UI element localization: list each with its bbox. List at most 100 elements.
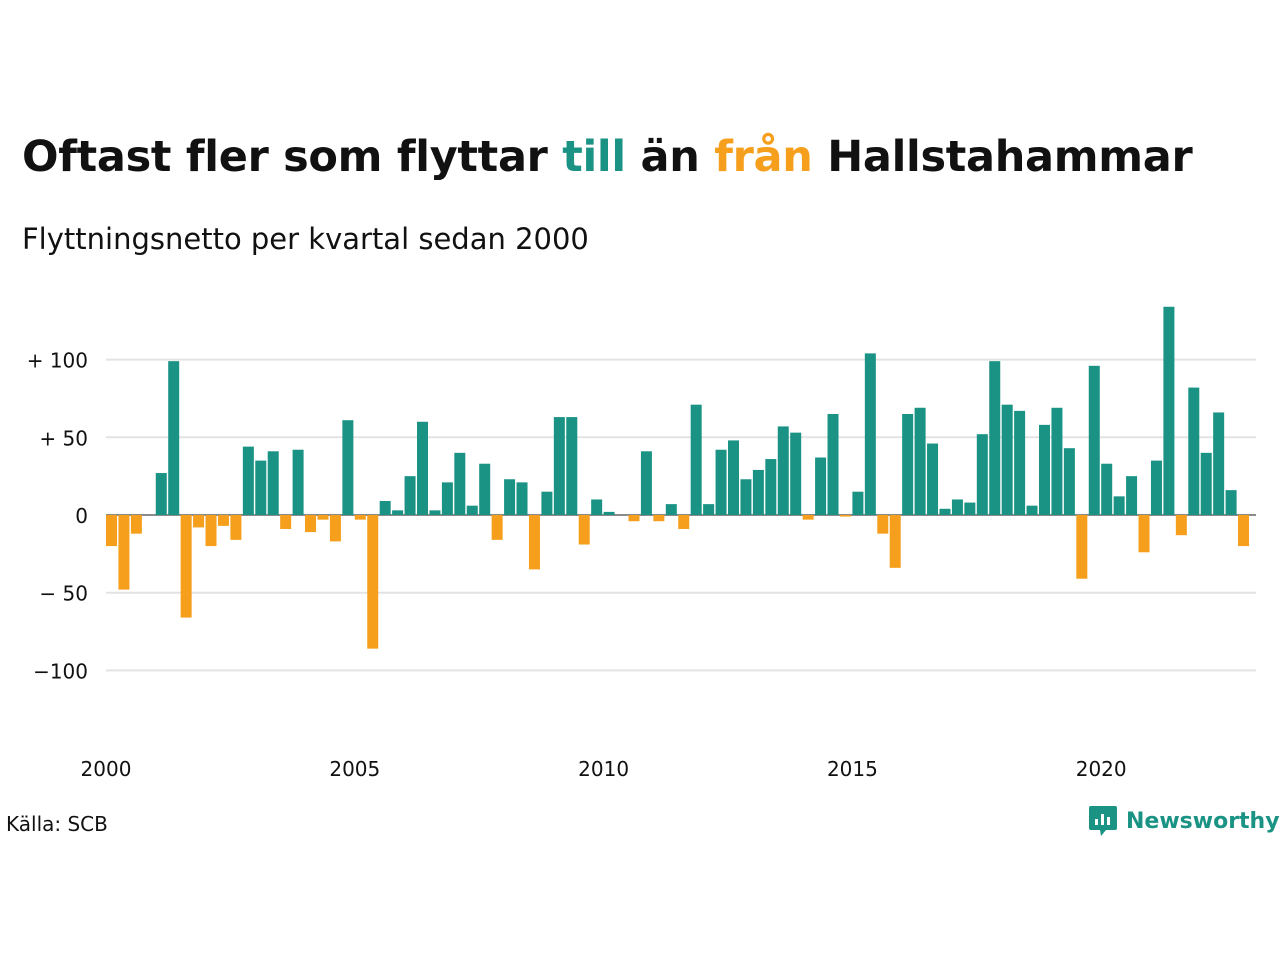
bar	[951, 499, 963, 515]
bar	[902, 413, 914, 515]
bar	[690, 404, 702, 515]
bar	[1076, 515, 1088, 579]
bar	[728, 440, 739, 515]
bars	[106, 306, 1250, 649]
bar	[267, 451, 279, 515]
y-tick-label: 0	[75, 504, 88, 528]
bar	[976, 434, 988, 515]
bar	[827, 413, 839, 515]
bar	[715, 449, 727, 515]
bar	[553, 417, 565, 515]
bar	[1126, 476, 1138, 515]
bar	[217, 515, 229, 526]
bar	[1163, 306, 1175, 515]
bar	[653, 515, 665, 522]
bar	[1051, 407, 1063, 515]
bar	[392, 510, 404, 515]
bar	[193, 515, 205, 528]
bar	[566, 417, 578, 515]
bar-chart: −100 − 50 0 + 50 + 100 2000 2005 2010 2015 2020	[27, 306, 1256, 781]
bar	[342, 420, 354, 515]
bar	[640, 451, 652, 515]
bar	[479, 463, 491, 515]
bar	[852, 491, 864, 515]
bar	[180, 515, 192, 618]
bar	[354, 515, 366, 520]
bar	[1175, 515, 1187, 536]
y-tick-label: + 50	[39, 426, 88, 450]
chart-title: Oftast fler som flyttar till än från Hal…	[22, 132, 1193, 182]
bar	[255, 460, 267, 515]
bar	[528, 515, 540, 570]
bar	[989, 361, 1001, 515]
bar	[242, 446, 254, 515]
bar	[889, 515, 901, 568]
bar	[292, 449, 304, 515]
bar	[1063, 448, 1075, 515]
bar	[1001, 404, 1013, 515]
bar	[429, 510, 441, 515]
bar	[454, 452, 466, 515]
chart-subtitle: Flyttningsnetto per kvartal sedan 2000	[22, 222, 589, 256]
bar	[379, 501, 391, 515]
bar	[765, 459, 777, 515]
bar	[864, 353, 876, 515]
bar	[367, 515, 379, 649]
title-part-1: Oftast fler som flyttar	[22, 132, 563, 182]
bar	[317, 515, 329, 520]
brand-name: Newsworthy	[1126, 808, 1280, 834]
bar	[939, 508, 951, 515]
bar	[305, 515, 317, 533]
bar	[504, 479, 516, 515]
bar	[541, 491, 553, 515]
bar	[1101, 463, 1113, 515]
bar	[1200, 452, 1212, 515]
bar	[1225, 490, 1237, 515]
bar	[1026, 505, 1038, 515]
title-fran: från	[714, 132, 813, 182]
bar	[1014, 410, 1026, 515]
bar	[280, 515, 292, 529]
bar	[790, 432, 802, 515]
bar	[441, 482, 453, 515]
bar	[802, 515, 814, 520]
bar	[417, 421, 428, 515]
bar	[404, 476, 416, 515]
bar	[329, 515, 341, 542]
x-tick-label: 2010	[578, 757, 629, 781]
bar	[1238, 515, 1250, 547]
bar	[491, 515, 503, 540]
title-part-2: än	[625, 132, 715, 182]
x-tick-label: 2005	[329, 757, 380, 781]
bar	[155, 473, 167, 515]
bar	[466, 505, 478, 515]
bar	[703, 504, 715, 515]
y-tick-label: −100	[33, 659, 88, 683]
bar	[118, 515, 130, 590]
axis-labels: −100 − 50 0 + 50 + 100 2000 2005 2010 2015 2020	[27, 349, 1127, 781]
bar	[752, 469, 764, 515]
brand-logo: Newsworthy	[1088, 804, 1280, 838]
bar	[665, 504, 677, 515]
source-note: Källa: SCB	[6, 812, 108, 836]
bar	[1213, 412, 1225, 515]
bar	[205, 515, 217, 547]
bar	[678, 515, 690, 529]
bar	[1150, 460, 1162, 515]
bar	[516, 482, 528, 515]
bar	[964, 502, 976, 515]
y-tick-label: − 50	[39, 582, 88, 606]
x-tick-label: 2015	[827, 757, 878, 781]
bar	[740, 479, 752, 515]
bar	[628, 515, 640, 522]
bar	[230, 515, 242, 540]
bar	[168, 361, 180, 515]
bar	[1088, 365, 1100, 515]
bar	[927, 443, 939, 515]
newsworthy-logo-icon	[1089, 806, 1117, 836]
title-part-3: Hallstahammar	[812, 132, 1193, 182]
bar	[130, 515, 142, 534]
bar	[1138, 515, 1150, 553]
bar	[839, 515, 851, 517]
bar	[914, 407, 926, 515]
